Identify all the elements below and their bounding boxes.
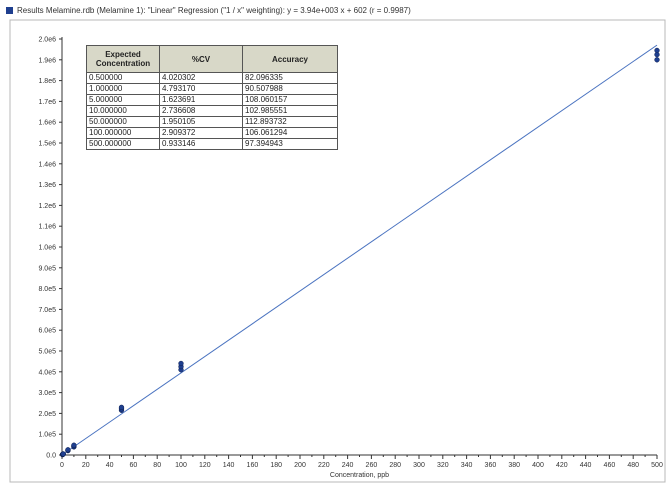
regression-line	[61, 44, 658, 456]
x-tick-label: 400	[532, 462, 544, 469]
table-cell: 97.394943	[242, 138, 338, 150]
x-tick-label: 340	[461, 462, 473, 469]
x-tick-label: 500	[651, 462, 663, 469]
table-cell: 90.507988	[242, 83, 338, 95]
column-header-expected-concentration: Expected Concentration	[86, 45, 160, 73]
x-tick-label: 60	[130, 462, 138, 469]
table-cell: 2.909372	[159, 127, 243, 139]
y-tick-label: 3.0e5	[38, 390, 56, 397]
table-row: 1.000000 4.793170 90.507988	[86, 83, 338, 95]
y-tick-label: 1.2e6	[38, 203, 56, 210]
x-tick-label: 0	[60, 462, 64, 469]
x-tick-label: 460	[604, 462, 616, 469]
y-tick-label: 9.0e5	[38, 265, 56, 272]
table-cell: 2.736608	[159, 105, 243, 117]
x-tick-label: 160	[247, 462, 259, 469]
x-tick-label: 300	[413, 462, 425, 469]
y-tick-label: 1.1e6	[38, 224, 56, 231]
x-tick-label: 440	[580, 462, 592, 469]
y-tick-label: 1.0e6	[38, 245, 56, 252]
regression-line-group	[61, 44, 658, 456]
chart-title-bar: Results Melamine.rdb (Melamine 1): "Line…	[6, 4, 411, 16]
chart-title: Results Melamine.rdb (Melamine 1): "Line…	[17, 5, 411, 15]
column-header-accuracy: Accuracy	[242, 45, 338, 73]
table-cell: 108.060157	[242, 94, 338, 106]
y-tick-label: 1.5e6	[38, 141, 56, 148]
x-tick-label: 20	[82, 462, 90, 469]
y-tick-label: 1.3e6	[38, 182, 56, 189]
table-cell: 106.061294	[242, 127, 338, 139]
y-tick-label: 2.0e5	[38, 411, 56, 418]
data-point	[118, 404, 125, 411]
y-tick-label: 1.8e6	[38, 78, 56, 85]
y-tick-label: 0.0	[46, 453, 56, 460]
x-tick-label: 220	[318, 462, 330, 469]
y-tick-label: 8.0e5	[38, 286, 56, 293]
axes: 0.0 1.0e5 2.0e5 3.0e5 4.0e5 5.0e5 6.0e5 7.0e5 8.…	[38, 37, 662, 470]
y-tick-label: 5.0e5	[38, 349, 56, 356]
table-row: 10.000000 2.736608 102.985551	[86, 105, 338, 117]
data-point	[178, 360, 184, 367]
table-row: 50.000000 1.950105 112.893732	[86, 116, 338, 128]
x-tick-label: 200	[294, 462, 306, 469]
x-tick-label: 140	[223, 462, 235, 469]
table-row: 0.500000 4.020302 82.096335	[86, 72, 338, 84]
table-cell: 0.500000	[86, 72, 160, 84]
table-cell: 1.623691	[159, 94, 243, 106]
table-cell: 100.000000	[86, 127, 160, 139]
table-cell: 50.000000	[86, 116, 160, 128]
x-tick-label: 240	[342, 462, 354, 469]
x-tick-label: 380	[508, 462, 520, 469]
data-point	[71, 442, 77, 448]
x-tick-label: 40	[106, 462, 114, 469]
data-points	[59, 47, 660, 458]
table-cell: 10.000000	[86, 105, 160, 117]
x-axis-label: Concentration, ppb	[330, 472, 389, 479]
x-tick-label: 480	[627, 462, 639, 469]
data-point	[654, 47, 660, 54]
y-tick-label: 1.0e5	[38, 432, 56, 439]
table-cell: 0.933146	[159, 138, 243, 150]
table-row: 500.000000 0.933146 97.394943	[86, 138, 338, 150]
data-point	[654, 57, 660, 63]
x-tick-label: 100	[175, 462, 187, 469]
table-cell: 112.893732	[242, 116, 338, 128]
y-tick-label: 1.6e6	[38, 120, 56, 127]
x-tick-label: 320	[437, 462, 449, 469]
x-tick-label: 260	[366, 462, 378, 469]
results-table: Expected Concentration %CV Accuracy 0.50…	[86, 45, 338, 150]
x-tick-label: 280	[389, 462, 401, 469]
table-cell: 82.096335	[242, 72, 338, 84]
table-cell: 1.950105	[159, 116, 243, 128]
y-tick-label: 4.0e5	[38, 369, 56, 376]
table-cell: 102.985551	[242, 105, 338, 117]
table-cell: 500.000000	[86, 138, 160, 150]
x-tick-label: 120	[199, 462, 211, 469]
plot-frame-border	[9, 19, 666, 483]
y-tick-label: 7.0e5	[38, 307, 56, 314]
y-tick-label: 6.0e5	[38, 328, 56, 335]
y-tick-label: 1.7e6	[38, 99, 56, 106]
y-tick-label: 2.0e6	[38, 37, 56, 44]
table-row: 5.000000 1.623691 108.060157	[86, 94, 338, 106]
y-tick-label: 1.4e6	[38, 161, 56, 168]
table-cell: 4.020302	[159, 72, 243, 84]
table-header-row: Expected Concentration %CV Accuracy	[86, 45, 338, 73]
series-color-marker	[6, 6, 13, 14]
table-cell: 1.000000	[86, 83, 160, 95]
data-point	[60, 451, 66, 457]
table-cell: 4.793170	[159, 83, 243, 95]
data-point	[65, 447, 71, 453]
table-cell: 5.000000	[86, 94, 160, 106]
x-tick-label: 420	[556, 462, 568, 469]
table-row: 100.000000 2.909372 106.061294	[86, 127, 338, 139]
y-tick-label: 1.9e6	[38, 57, 56, 64]
column-header-cv: %CV	[159, 45, 243, 73]
x-tick-label: 180	[270, 462, 282, 469]
x-tick-label: 80	[153, 462, 161, 469]
x-tick-label: 360	[485, 462, 497, 469]
